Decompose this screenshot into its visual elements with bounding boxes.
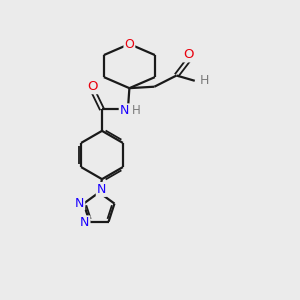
Text: O: O [87, 80, 98, 93]
Text: N: N [75, 196, 84, 209]
Text: N: N [80, 216, 89, 230]
Text: O: O [124, 38, 134, 50]
Text: N: N [97, 183, 106, 196]
Text: H: H [132, 104, 140, 117]
Text: N: N [120, 104, 129, 117]
Text: H: H [200, 74, 209, 87]
Text: O: O [184, 48, 194, 62]
